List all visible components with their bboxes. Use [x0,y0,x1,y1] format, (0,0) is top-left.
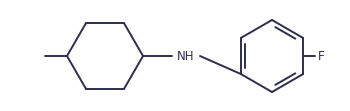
Text: F: F [318,50,324,62]
Text: NH: NH [177,50,195,62]
